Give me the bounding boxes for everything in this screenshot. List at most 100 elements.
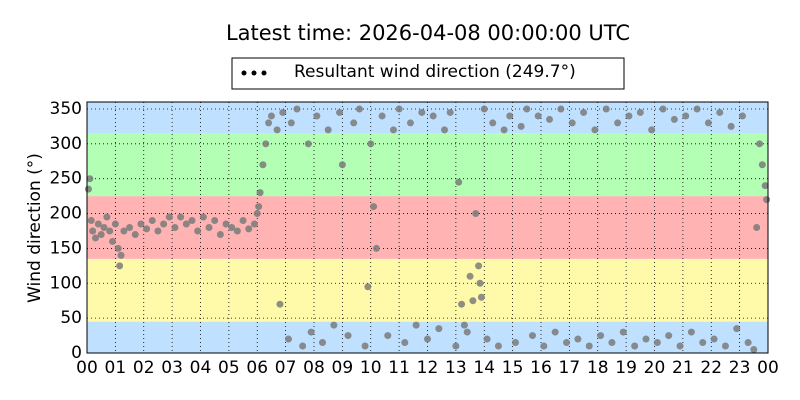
y-tick-label: 0 [71, 343, 82, 363]
y-tick-label: 100 [50, 273, 82, 293]
data-point [336, 108, 344, 116]
data-point [154, 227, 162, 235]
legend-marker [251, 70, 257, 76]
data-point [636, 108, 644, 116]
data-point [483, 335, 491, 343]
data-point [355, 105, 363, 113]
data-point [682, 112, 690, 120]
x-tick-label: 00 [757, 358, 779, 378]
data-point [276, 300, 284, 308]
data-point [763, 196, 771, 204]
data-point [511, 339, 519, 347]
data-point [517, 122, 525, 130]
data-point [171, 224, 179, 231]
data-point [458, 300, 466, 308]
data-point [446, 108, 454, 116]
data-point [540, 342, 548, 350]
data-point [585, 342, 593, 350]
data-point [389, 126, 397, 134]
data-point [273, 126, 281, 134]
x-tick-label: 04 [190, 358, 212, 378]
data-point [568, 119, 576, 127]
x-tick-label: 17 [559, 358, 581, 378]
x-tick-label: 08 [303, 358, 325, 378]
y-tick-label: 250 [50, 169, 82, 189]
data-point [758, 161, 766, 169]
data-point [528, 332, 536, 340]
x-tick-label: 11 [388, 358, 410, 378]
data-point [256, 189, 264, 197]
legend-box [231, 57, 625, 90]
data-point [608, 339, 616, 347]
x-tick-label: 23 [729, 358, 751, 378]
data-point [476, 279, 484, 287]
x-tick-label: 05 [218, 358, 240, 378]
data-point [279, 108, 287, 116]
data-point [182, 220, 190, 228]
data-point [463, 328, 471, 336]
data-point [222, 220, 230, 228]
data-point [574, 335, 582, 343]
x-tick-label: 15 [502, 358, 524, 378]
data-point [452, 342, 460, 350]
data-point [472, 210, 480, 218]
data-point [716, 108, 724, 116]
data-point [670, 115, 678, 123]
data-point [233, 227, 241, 235]
data-point [750, 346, 758, 354]
data-point [372, 244, 380, 252]
data-point [194, 227, 202, 235]
legend-marker [261, 70, 267, 76]
data-point [245, 225, 253, 233]
data-point [350, 119, 358, 127]
data-point [92, 234, 100, 242]
data-point [648, 126, 656, 134]
x-tick-label: 18 [587, 358, 609, 378]
data-point [111, 220, 119, 228]
data-point [299, 342, 307, 350]
x-tick-label: 20 [644, 358, 666, 378]
data-point [344, 332, 352, 340]
data-point [120, 227, 128, 235]
x-tick-label: 14 [473, 358, 495, 378]
data-point [469, 297, 477, 305]
data-point [557, 105, 565, 113]
data-point [753, 224, 761, 231]
data-point [625, 112, 633, 120]
data-point [188, 217, 196, 225]
legend-marker [241, 70, 247, 76]
x-tick-label: 13 [445, 358, 467, 378]
data-point [460, 321, 468, 329]
data-point [602, 105, 610, 113]
data-point [89, 227, 97, 235]
data-point [710, 335, 718, 343]
data-point [94, 220, 102, 228]
data-point [597, 332, 605, 340]
data-point [370, 203, 378, 211]
data-point [523, 105, 531, 113]
data-point [253, 210, 261, 218]
data-point [267, 112, 275, 120]
data-point [494, 342, 502, 350]
data-point [137, 220, 145, 228]
data-point [304, 140, 312, 148]
data-point [659, 105, 667, 113]
data-point [313, 112, 321, 120]
x-tick-label: 09 [332, 358, 354, 378]
data-point [676, 342, 684, 350]
x-tick-label: 22 [700, 358, 722, 378]
data-point [143, 225, 151, 233]
data-point [367, 140, 375, 148]
data-point [205, 224, 213, 231]
y-tick-label: 300 [50, 134, 82, 154]
x-tick-label: 16 [530, 358, 552, 378]
data-point [109, 237, 117, 245]
data-point [293, 105, 301, 113]
data-point [563, 339, 571, 347]
data-point [506, 112, 514, 120]
data-point [265, 119, 273, 127]
data-point [255, 203, 263, 211]
y-axis-label: Wind direction (°) [25, 153, 45, 303]
data-point [687, 328, 695, 336]
data-point [262, 140, 270, 148]
